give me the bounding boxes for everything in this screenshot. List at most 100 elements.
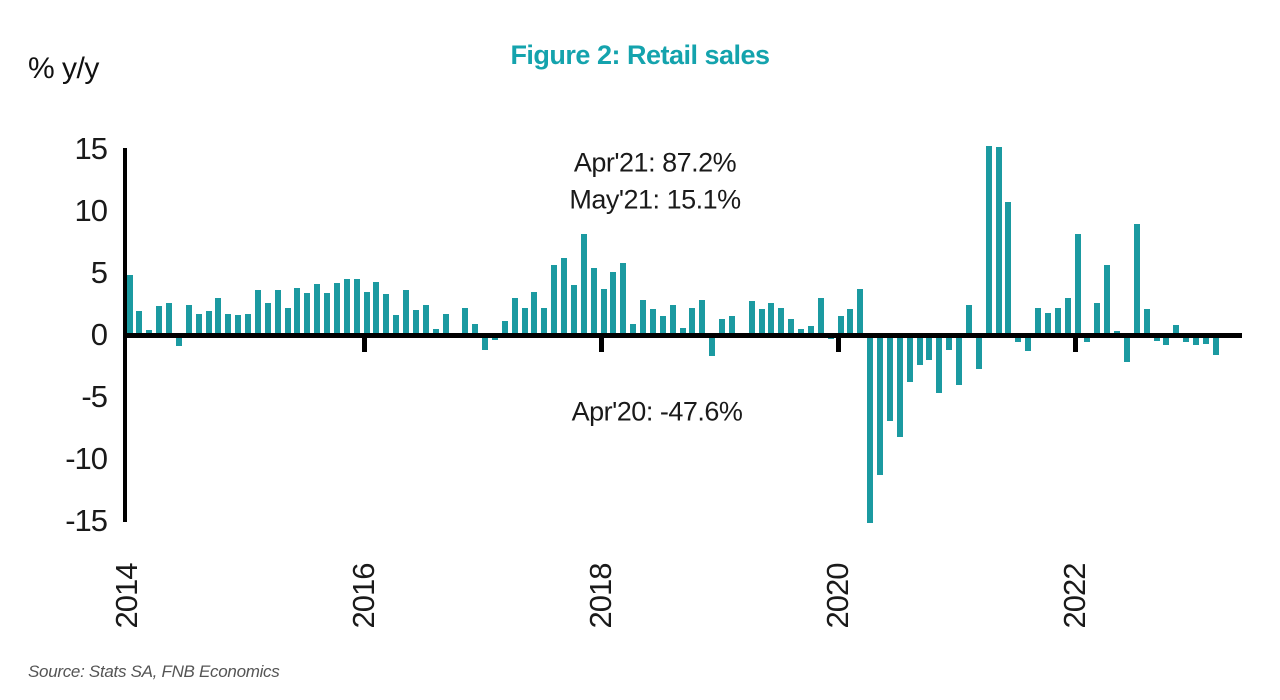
bar xyxy=(1015,335,1022,343)
bar xyxy=(363,291,370,335)
y-tick-label: -10 xyxy=(65,441,108,477)
bar xyxy=(254,290,261,335)
bar xyxy=(798,328,804,335)
bar xyxy=(649,308,656,335)
annotation-apr21: Apr'21: 87.2% xyxy=(573,147,737,178)
bar xyxy=(403,290,409,335)
bar xyxy=(1212,335,1219,355)
bar xyxy=(768,302,775,335)
bar xyxy=(215,297,222,335)
y-tick-label: 0 xyxy=(90,317,108,352)
y-tick-label: 10 xyxy=(74,192,108,228)
bar xyxy=(916,335,923,365)
bar xyxy=(985,145,992,335)
bar xyxy=(1104,265,1111,335)
bar xyxy=(1064,297,1071,335)
bar xyxy=(412,310,419,335)
bar xyxy=(422,305,429,335)
bar xyxy=(235,315,242,335)
bar xyxy=(719,318,725,335)
bar xyxy=(580,234,587,335)
bar xyxy=(807,326,814,335)
bar xyxy=(1133,224,1140,335)
bar xyxy=(383,294,390,335)
bar xyxy=(264,302,271,335)
bar xyxy=(353,279,360,335)
bar xyxy=(1005,202,1012,335)
bar xyxy=(156,306,163,335)
bar xyxy=(896,335,903,437)
bar xyxy=(817,297,824,335)
bar xyxy=(748,301,755,335)
bar xyxy=(600,289,607,335)
bar xyxy=(126,275,133,335)
bar xyxy=(926,335,933,360)
bar xyxy=(867,335,874,524)
bar xyxy=(956,335,962,385)
x-tick-label: 2016 xyxy=(346,563,381,629)
bar xyxy=(788,318,795,335)
bar xyxy=(709,335,716,357)
y-tick-label: 15 xyxy=(74,130,108,166)
bar xyxy=(1054,307,1061,335)
bar xyxy=(1044,312,1051,335)
bar xyxy=(857,289,864,335)
annotation-apr20: Apr'20: -47.6% xyxy=(571,396,743,427)
x-tick-label: 2018 xyxy=(583,563,618,629)
bar xyxy=(324,292,330,335)
annotation-may21: May'21: 15.1% xyxy=(569,184,741,215)
bar xyxy=(482,335,488,350)
y-axis-title: % y/y xyxy=(28,52,99,85)
bar xyxy=(1123,335,1130,363)
bar xyxy=(1163,335,1170,345)
x-tick xyxy=(835,338,841,352)
bar xyxy=(294,287,301,335)
bar xyxy=(1094,302,1101,335)
bar xyxy=(669,305,676,335)
x-tick xyxy=(1072,338,1078,352)
bar xyxy=(1074,234,1081,335)
bar xyxy=(245,313,251,335)
bar xyxy=(630,323,637,335)
bar xyxy=(175,335,182,347)
bar xyxy=(886,335,893,421)
bar xyxy=(1025,335,1032,352)
bar xyxy=(146,330,153,335)
y-tick-label: 5 xyxy=(90,254,108,290)
x-tick-label: 2020 xyxy=(820,563,855,629)
x-tick xyxy=(598,338,604,352)
bar xyxy=(225,313,232,335)
bar xyxy=(995,147,1002,335)
bar xyxy=(343,279,350,335)
x-axis-line xyxy=(123,333,1242,338)
bar xyxy=(561,257,567,335)
bar xyxy=(1035,307,1041,335)
x-tick-label: 2014 xyxy=(109,563,144,629)
bar xyxy=(501,321,508,335)
bar xyxy=(570,285,577,335)
bar xyxy=(432,328,439,335)
bar xyxy=(1202,335,1209,344)
bar xyxy=(975,335,982,369)
x-tick xyxy=(361,338,367,352)
bar xyxy=(166,302,172,335)
bar xyxy=(274,290,281,335)
bar xyxy=(679,327,686,335)
y-tick-label: -5 xyxy=(81,379,108,415)
bar xyxy=(689,307,696,335)
bar xyxy=(877,335,883,476)
bar xyxy=(965,305,972,335)
bar xyxy=(531,291,538,335)
bar xyxy=(205,311,212,335)
bar xyxy=(1173,325,1180,335)
bar xyxy=(610,271,617,335)
bar xyxy=(521,307,528,335)
bar xyxy=(906,335,913,383)
bar xyxy=(1193,335,1199,345)
bar xyxy=(195,313,202,335)
bar xyxy=(304,292,311,335)
bar xyxy=(837,316,844,335)
bar xyxy=(333,282,340,335)
bar xyxy=(936,335,943,394)
